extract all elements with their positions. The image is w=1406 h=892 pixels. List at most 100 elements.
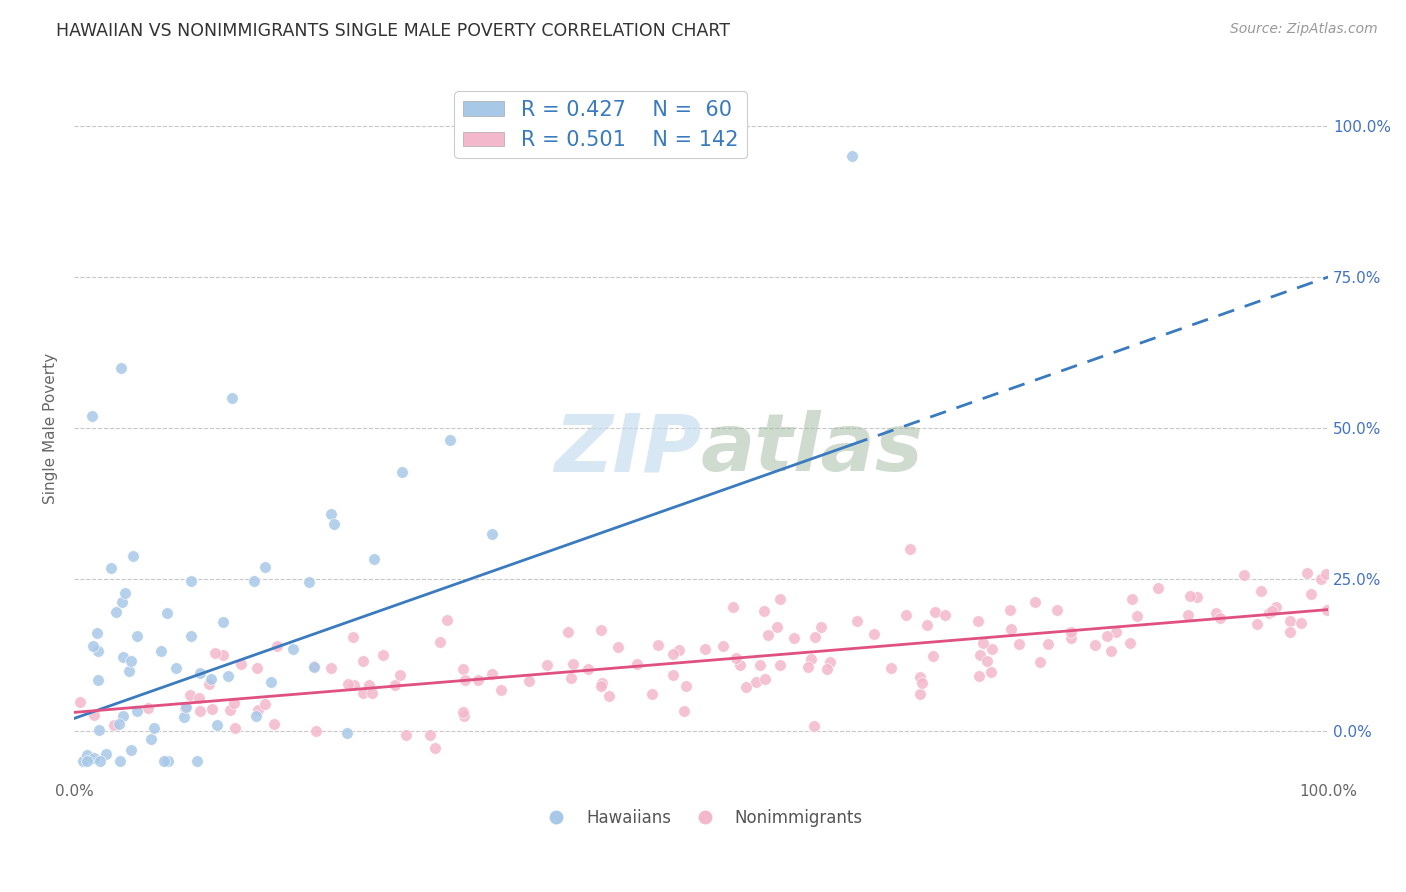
Point [174, 700, 197, 714]
Point [363, 551, 385, 566]
Point [76, 748, 98, 763]
Point [245, 709, 267, 723]
Point [800, 651, 823, 665]
Point [108, 717, 131, 731]
Point [122, 549, 145, 563]
Point [782, 632, 804, 646]
Point [319, 661, 342, 675]
Point [756, 628, 779, 642]
Point [87, 673, 110, 687]
Point [1250, 584, 1272, 599]
Point [305, 723, 328, 738]
Point [797, 660, 820, 674]
Point [803, 719, 825, 733]
Point [1046, 603, 1069, 617]
Point [174, 700, 197, 714]
Point [1316, 603, 1339, 617]
Point [908, 670, 931, 684]
Point [343, 678, 366, 692]
Point [810, 620, 832, 634]
Point [1205, 606, 1227, 620]
Point [1038, 637, 1060, 651]
Point [1126, 609, 1149, 624]
Point [281, 641, 304, 656]
Point [342, 630, 364, 644]
Point [693, 641, 716, 656]
Point [754, 604, 776, 618]
Point [1024, 595, 1046, 609]
Point [454, 673, 477, 687]
Point [730, 657, 752, 672]
Point [336, 726, 359, 740]
Point [724, 650, 747, 665]
Point [111, 709, 134, 723]
Point [561, 657, 583, 672]
Point [165, 661, 187, 675]
Point [972, 636, 994, 650]
Point [1265, 599, 1288, 614]
Point [911, 676, 934, 690]
Point [967, 669, 990, 683]
Point [304, 659, 326, 673]
Point [142, 721, 165, 735]
Point [153, 754, 176, 768]
Point [141, 732, 163, 747]
Point [1178, 589, 1201, 603]
Point [114, 586, 136, 600]
Point [815, 662, 838, 676]
Point [560, 671, 582, 685]
Point [898, 542, 921, 557]
Point [981, 641, 1004, 656]
Point [1060, 631, 1083, 645]
Point [82, 640, 104, 654]
Point [100, 561, 122, 575]
Point [915, 617, 938, 632]
Point [1309, 572, 1331, 586]
Point [769, 591, 792, 606]
Point [845, 614, 868, 628]
Point [149, 644, 172, 658]
Point [69, 695, 91, 709]
Point [266, 639, 288, 653]
Point [481, 667, 503, 681]
Point [934, 607, 956, 622]
Point [89, 754, 111, 768]
Point [197, 676, 219, 690]
Point [388, 668, 411, 682]
Point [894, 608, 917, 623]
Point [111, 650, 134, 665]
Point [83, 751, 105, 765]
Point [253, 559, 276, 574]
Point [429, 635, 451, 649]
Point [880, 661, 903, 675]
Point [1177, 608, 1199, 623]
Point [723, 600, 745, 615]
Point [536, 657, 558, 672]
Point [212, 615, 235, 629]
Point [910, 687, 932, 701]
Point [395, 728, 418, 742]
Point [662, 667, 685, 681]
Point [517, 674, 540, 689]
Point [336, 677, 359, 691]
Point [576, 662, 599, 676]
Point [969, 648, 991, 662]
Point [804, 630, 827, 644]
Point [1185, 590, 1208, 604]
Point [626, 657, 648, 671]
Point [217, 669, 239, 683]
Point [253, 697, 276, 711]
Point [263, 716, 285, 731]
Point [641, 687, 664, 701]
Point [357, 678, 380, 692]
Point [224, 721, 246, 735]
Y-axis label: Single Male Poverty: Single Male Poverty [44, 352, 58, 504]
Point [302, 659, 325, 673]
Point [103, 718, 125, 732]
Point [734, 680, 756, 694]
Point [127, 704, 149, 718]
Point [863, 627, 886, 641]
Point [922, 648, 945, 663]
Point [1000, 603, 1022, 617]
Point [83, 707, 105, 722]
